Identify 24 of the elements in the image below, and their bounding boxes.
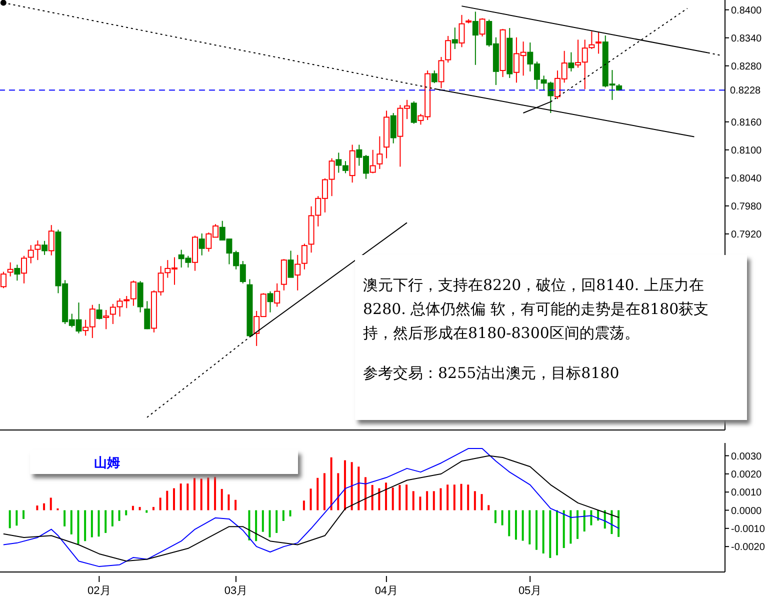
note-box: 澳元下行，支持在8220，破位，回8140. 上压力在8280. 总体仍然偏 软，有可能的走势是在8180获支持，然后形成在8180-8300区间的震荡。 参考交易：8255沽出澳元，目标8180 [355,255,747,420]
note-box: 山姆 [30,450,298,474]
ref-line-label: 0.8228 [730,86,762,97]
y-tick-label: 0.8340 [731,33,762,44]
x-tick-label: 02月 [88,585,111,597]
y-tick-label: 0.7920 [731,229,762,240]
annotation: 参考交易：8255沽出澳元，目标8180 [363,363,620,384]
y-tick-label: 0.8100 [731,145,762,156]
annotation: 山姆 [94,455,121,473]
y-tick-label: 0.0000 [731,506,762,517]
y-tick-label: 0.8160 [731,117,762,128]
x-tick-label: 05月 [518,585,542,597]
x-tick-label: 03月 [224,585,248,597]
x-tick-label: 04月 [374,585,398,597]
y-tick-label: 0.8400 [731,5,762,16]
y-tick-label: -0.0010 [731,524,766,535]
annotation: 澳元下行，支持在8220，破位，回8140. 上压力在8280. 总体仍然偏 软，有可能的走势是在8180获支持，然后形成在8180-8300区间的震荡。 [363,275,710,344]
y-tick-label: -0.0020 [731,542,766,554]
y-tick-label: 0.0020 [731,469,762,480]
y-tick-label: 0.7980 [731,201,762,212]
y-tick-label: 0.8280 [731,61,762,72]
y-tick-label: 0.0030 [731,451,762,462]
y-tick-label: 0.8040 [731,173,762,184]
y-tick-label: 0.0010 [731,488,762,499]
